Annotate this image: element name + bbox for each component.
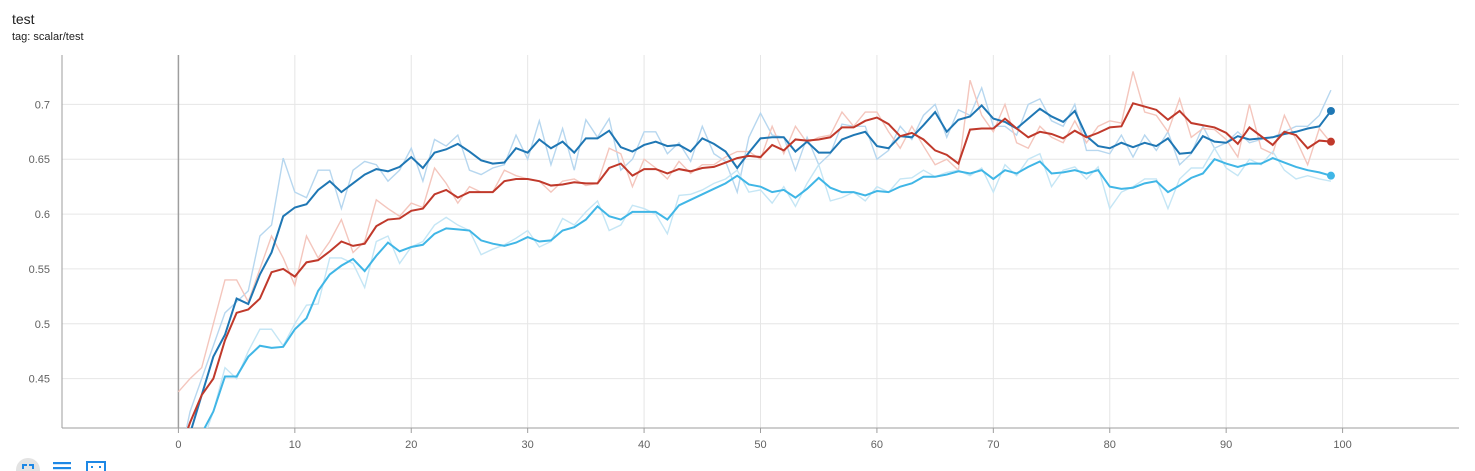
list-icon [53, 462, 71, 470]
smoothed-series-line [190, 104, 1332, 428]
series-end-dot [1326, 171, 1335, 180]
x-tick-label: 50 [754, 439, 766, 451]
card-title: test [12, 11, 35, 27]
scalar-chart[interactable]: 0.45 0.5 0.55 0.6 0.65 0.7 0 10 20 30 40 50 60 70 80 90… [0, 0, 1475, 456]
chart-toolbar [16, 458, 108, 471]
x-tick-label: 20 [405, 439, 417, 451]
x-tick-label: 100 [1333, 439, 1351, 451]
y-tick-label: 0.65 [29, 154, 50, 166]
fullscreen-icon [22, 464, 34, 471]
chart-grid [62, 55, 1459, 428]
y-tick-label: 0.55 [29, 264, 50, 276]
y-tick-label: 0.6 [35, 209, 50, 221]
raw-series-line [185, 85, 1332, 428]
x-tick-label: 30 [522, 439, 534, 451]
x-tick-label: 0 [175, 439, 181, 451]
fit-domain-icon [86, 461, 106, 471]
fullscreen-button[interactable] [16, 458, 40, 471]
x-tick-label: 60 [871, 439, 883, 451]
x-tick-label: 10 [289, 439, 301, 451]
card-tag: tag: scalar/test [12, 31, 84, 43]
smoothed-series-line [187, 102, 1332, 428]
x-tick-label: 40 [638, 439, 650, 451]
raw-series-line [177, 71, 1332, 393]
tick-labels: 0.45 0.5 0.55 0.6 0.65 0.7 0 10 20 30 40 50 60 70 80 90… [29, 99, 1352, 451]
fit-domain-button[interactable] [84, 458, 108, 471]
chart-axes [61, 55, 1459, 433]
series-end-dot [1326, 137, 1335, 146]
series-end-dot [1326, 106, 1335, 115]
y-tick-label: 0.7 [35, 99, 50, 111]
x-tick-label: 80 [1104, 439, 1116, 451]
raw-series-line [206, 146, 1332, 428]
y-tick-label: 0.45 [29, 374, 50, 386]
series-end-markers [1326, 106, 1335, 180]
smoothed-series-line [203, 157, 1332, 428]
toggle-log-scale-button[interactable] [50, 458, 74, 471]
x-tick-label: 90 [1220, 439, 1232, 451]
smoothed-series-lines [187, 102, 1332, 428]
x-tick-label: 70 [987, 439, 999, 451]
raw-series-lines [177, 71, 1332, 428]
y-tick-label: 0.5 [35, 319, 50, 331]
